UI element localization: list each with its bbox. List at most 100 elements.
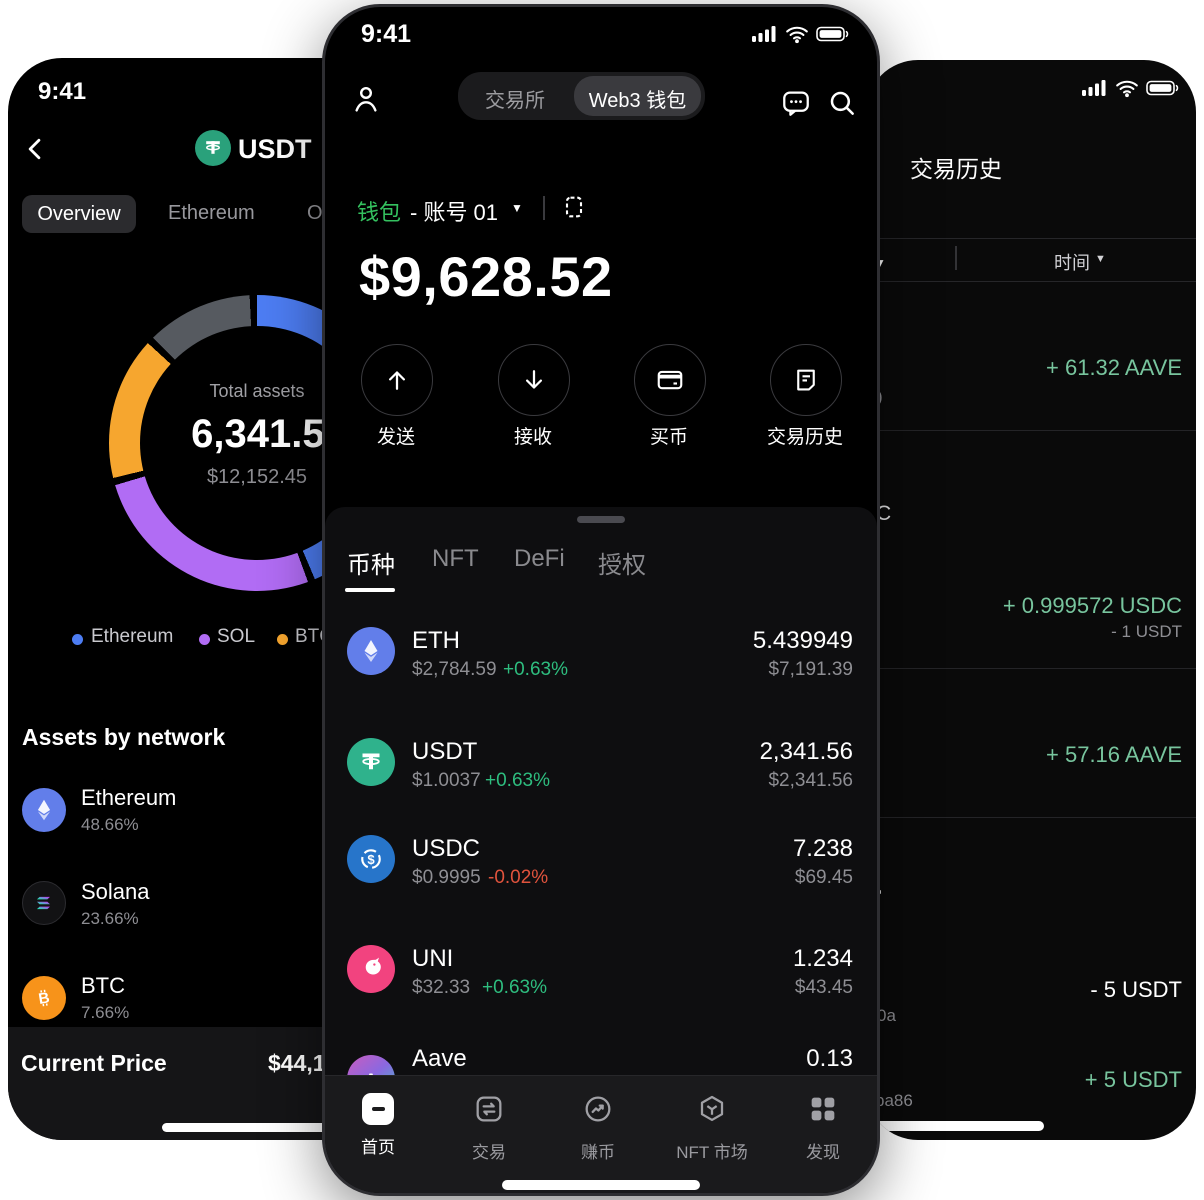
token-fiat: $69.45 <box>794 867 853 888</box>
nft-hexagon-icon <box>696 1093 728 1130</box>
action-label: 发送 <box>376 427 415 448</box>
account-label: - 账号 01 <box>410 200 499 225</box>
row-divider <box>866 817 1196 818</box>
nav-label: 发现 <box>806 1143 840 1162</box>
nav-label: 首页 <box>361 1138 395 1157</box>
token-price: $0.9995 <box>412 867 481 888</box>
home-indicator <box>874 1121 1044 1131</box>
active-tab-underline <box>345 588 395 592</box>
tx-amount: + 61.32 AAVE <box>1046 355 1182 380</box>
arrow-down-icon <box>498 344 570 416</box>
nav-home[interactable]: 首页 <box>333 1093 423 1158</box>
token-change: +0.63% <box>503 659 568 680</box>
segmented-control: 交易所 Web3 钱包 <box>458 72 705 120</box>
scan-icon[interactable] <box>560 193 588 226</box>
chevron-down-icon: ▼ <box>511 201 523 215</box>
wifi-icon <box>785 24 809 49</box>
ethereum-icon <box>22 788 66 832</box>
row-divider <box>866 430 1196 431</box>
token-amount: 0.13 <box>806 1045 853 1072</box>
tab-ethereum[interactable]: Ethereum <box>168 202 255 224</box>
swap-icon <box>473 1093 505 1130</box>
btc-icon: B <box>22 976 66 1020</box>
tx-amount: - 5 USDT <box>1090 977 1182 1002</box>
token-price: $32.33 <box>412 977 471 998</box>
segment-exchange[interactable]: 交易所 <box>485 90 545 112</box>
donut-center-label: Total assets <box>209 381 305 401</box>
legend-dot-ethereum <box>72 634 83 645</box>
token-symbol: USDC <box>412 835 481 862</box>
nav-discover[interactable]: 发现 <box>778 1093 868 1163</box>
document-icon <box>770 344 842 416</box>
token-fiat: $2,341.56 <box>768 770 853 791</box>
solana-icon <box>22 881 66 925</box>
nav-label: NFT 市场 <box>676 1143 748 1162</box>
action-label: 接收 <box>513 427 552 448</box>
network-share: 48.66% <box>81 815 139 834</box>
tx-amount: + 57.16 AAVE <box>1046 742 1182 767</box>
drag-handle[interactable] <box>577 516 625 523</box>
token-symbol: USDT <box>412 738 478 765</box>
tab-overview[interactable]: Overview <box>22 195 136 233</box>
legend-dot-btc <box>277 634 288 645</box>
uni-icon <box>347 945 395 993</box>
nav-trade[interactable]: 交易 <box>444 1093 534 1163</box>
token-amount: 2,341.56 <box>759 738 853 765</box>
filter-row <box>866 238 1196 282</box>
status-time: 9:41 <box>38 78 87 105</box>
bottom-nav <box>325 1075 877 1193</box>
action-label: 买币 <box>649 427 688 448</box>
token-change: +0.63% <box>485 770 550 791</box>
network-share: 7.66% <box>81 1003 130 1022</box>
card-icon <box>634 344 706 416</box>
token-symbol: ETH <box>412 627 460 654</box>
tab-clipped[interactable]: O <box>307 202 323 224</box>
token-fiat: $43.45 <box>794 977 853 998</box>
battery-icon <box>1146 79 1180 102</box>
token-symbol: UNI <box>412 945 454 972</box>
battery-icon <box>816 25 850 48</box>
search-icon[interactable] <box>826 87 858 124</box>
chevron-down-icon: ▼ <box>1095 253 1106 265</box>
status-icons <box>1082 78 1180 103</box>
current-price-label: Current Price <box>21 1050 167 1076</box>
nav-label: 交易 <box>472 1143 506 1162</box>
network-share: 23.66% <box>81 909 139 928</box>
home-indicator <box>162 1123 382 1132</box>
arrow-up-icon <box>361 344 433 416</box>
token-price: $1.0037 <box>412 770 481 791</box>
chat-icon[interactable] <box>780 87 812 124</box>
signal-icon <box>1082 78 1108 103</box>
segment-label: Web3 钱包 <box>588 90 687 112</box>
token-symbol: Aave <box>412 1045 467 1072</box>
back-icon[interactable] <box>22 135 50 163</box>
phone-transaction-history: 交易历史 ▼ 时间 ▼ + 61.32 AAVE ) C + 0.999572 … <box>866 60 1196 1140</box>
nav-nft-market[interactable]: NFT 市场 <box>667 1093 757 1163</box>
nav-earn[interactable]: 赚币 <box>553 1093 643 1163</box>
tx-amount: + 0.999572 USDC <box>1002 593 1182 618</box>
segment-web3-wallet[interactable]: Web3 钱包 <box>574 76 701 116</box>
home-indicator <box>502 1180 700 1190</box>
token-amount: 1.234 <box>792 945 853 972</box>
status-icons <box>752 24 850 49</box>
donut-center-fiat: $12,152.45 <box>206 466 308 488</box>
filter-divider <box>955 246 957 270</box>
section-title: Assets by network <box>22 724 226 750</box>
tx-sub-amount: - 1 USDT <box>1111 622 1182 641</box>
legend-label-sol: SOL <box>217 626 256 647</box>
time-filter-dropdown[interactable]: 时间 <box>1054 253 1090 273</box>
token-sheet <box>325 507 877 1075</box>
svg-text:$: $ <box>367 852 375 867</box>
tab-coins[interactable]: 币种 <box>347 552 395 579</box>
legend-dot-sol <box>199 634 210 645</box>
profile-icon[interactable] <box>350 81 382 117</box>
tab-approvals[interactable]: 授权 <box>598 552 646 579</box>
tab-nft[interactable]: NFT <box>432 545 479 572</box>
eth-icon <box>347 627 395 675</box>
status-time: 9:41 <box>361 20 412 48</box>
phone-wallet-home: 9:41 交易所 Web3 钱包 <box>322 4 880 1196</box>
earn-icon <box>582 1093 614 1130</box>
tab-defi[interactable]: DeFi <box>514 545 565 572</box>
token-change: -0.02% <box>488 867 549 888</box>
